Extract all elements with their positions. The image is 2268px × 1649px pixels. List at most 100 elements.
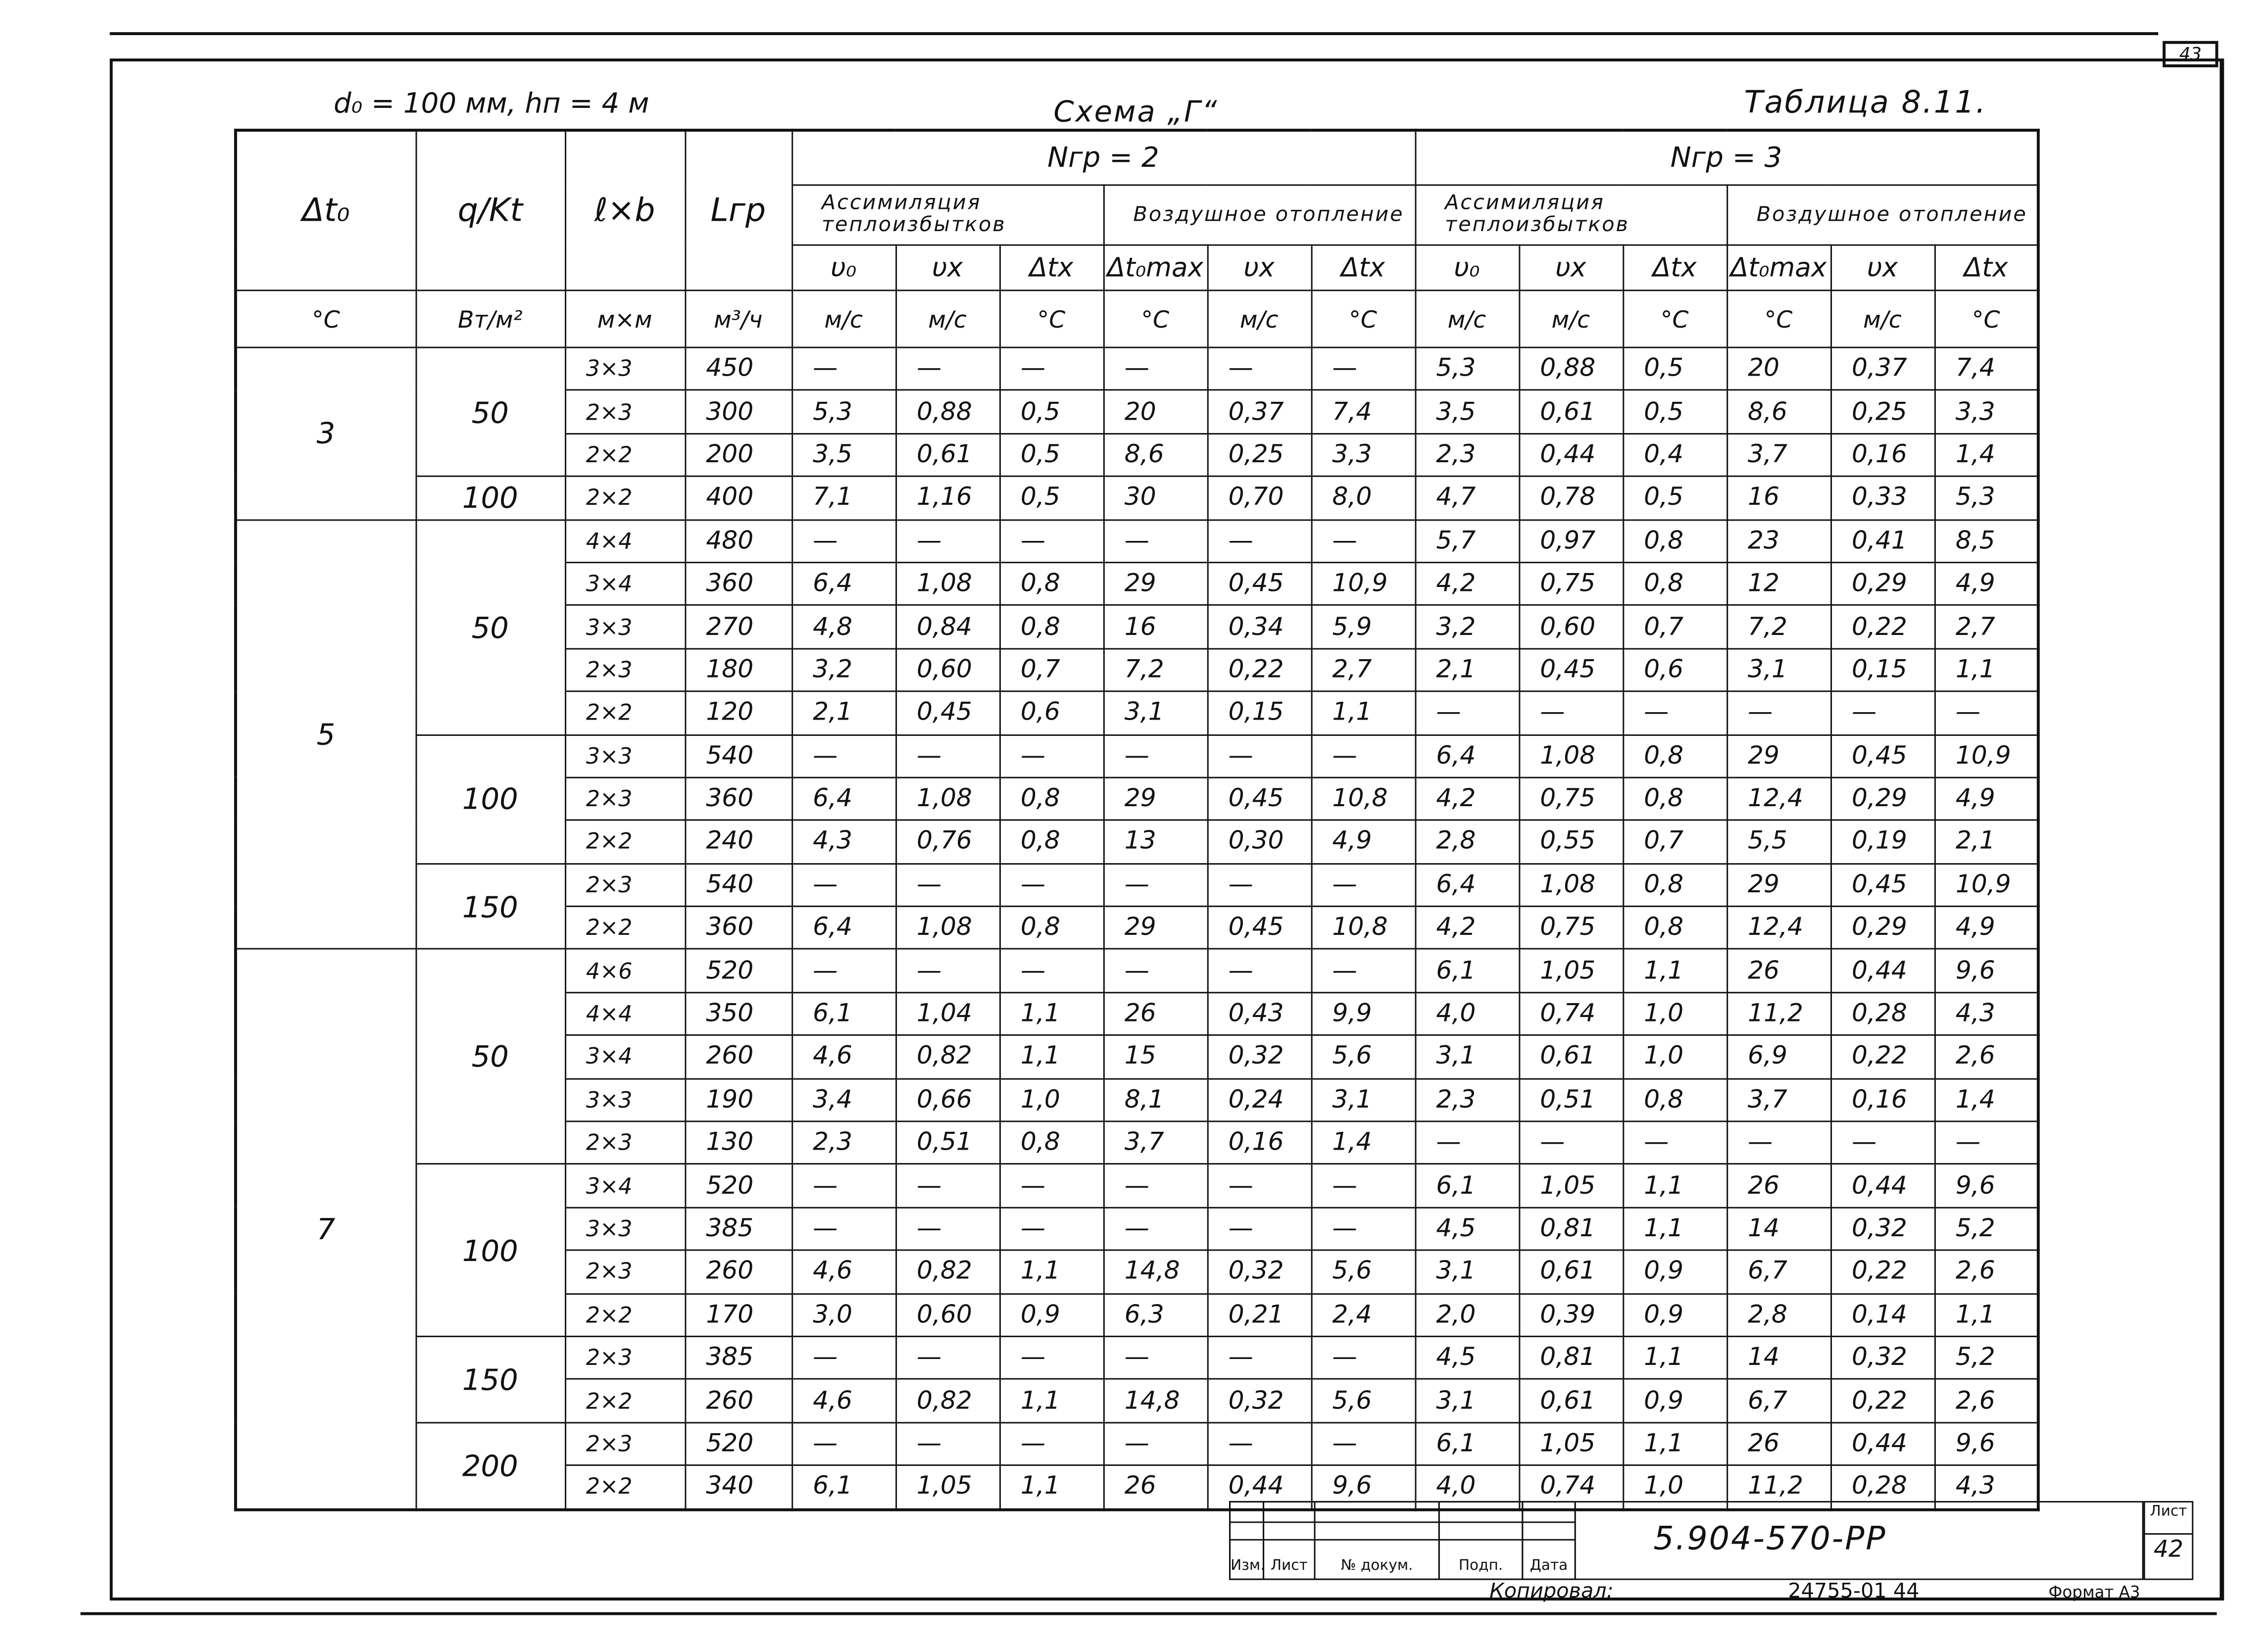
length-cell: 520	[684, 948, 792, 993]
value-cell: 0,75	[1518, 906, 1624, 950]
value-cell: 4,2	[1414, 906, 1520, 950]
length-cell: 300	[684, 389, 792, 435]
size-cell: 2×2	[564, 476, 686, 521]
value-cell: 0,61	[1518, 1250, 1624, 1294]
length-cell: 350	[684, 991, 792, 1036]
value-cell: 4,7	[1414, 476, 1520, 521]
value-cell: —	[1726, 1120, 1831, 1165]
symbol-header: υx	[1518, 244, 1624, 291]
header-row: Ассимиляция теплоизбытков Воздушное отопл…	[236, 184, 2039, 246]
data-row: 2×3 180 3,2 0,60 0,7 7,2 0,22 2,7 2,1 0,45 0,6 3,1 0…	[236, 647, 2039, 692]
value-cell: 0,44	[1829, 1421, 1935, 1466]
size-cell: 2×3	[564, 1421, 686, 1466]
scheme: Схема „Г“	[1053, 94, 1219, 129]
value-cell: 1,05	[1518, 1164, 1624, 1209]
value-cell: 0,8	[1622, 561, 1727, 606]
value-cell: 0,45	[894, 690, 1000, 735]
value-cell: 14	[1726, 1335, 1831, 1380]
value-cell: 15	[1102, 1034, 1208, 1079]
value-cell: 0,32	[1206, 1378, 1312, 1423]
value-cell: 5,6	[1310, 1034, 1416, 1079]
value-cell: —	[1310, 863, 1416, 908]
value-cell: 14,8	[1102, 1378, 1208, 1423]
value-cell: 0,5	[998, 389, 1104, 435]
value-cell: 2,1	[790, 690, 896, 735]
value-cell: 4,2	[1414, 561, 1520, 606]
length-cell: 260	[684, 1034, 792, 1079]
value-cell: —	[1622, 690, 1727, 735]
length-cell: 520	[684, 1421, 792, 1466]
sheet-number: 42	[2145, 1533, 2192, 1562]
page-corner: 43	[2163, 41, 2219, 67]
value-cell: —	[1310, 948, 1416, 993]
length-cell: 170	[684, 1292, 792, 1337]
value-cell: 3,2	[1414, 604, 1520, 649]
unit-header: м/с	[1829, 290, 1935, 348]
value-cell: —	[894, 1164, 1000, 1209]
value-cell: 2,4	[1310, 1292, 1416, 1337]
value-cell: 0,32	[1829, 1335, 1935, 1380]
tb-cell: Лист	[1263, 1501, 1316, 1580]
value-cell: —	[1206, 948, 1312, 993]
value-cell: 1,1	[998, 1464, 1104, 1510]
length-cell: 240	[684, 820, 792, 865]
value-cell: —	[1206, 346, 1312, 391]
value-cell: 0,25	[1206, 433, 1312, 478]
value-cell: —	[1310, 346, 1416, 391]
value-cell: 0,82	[894, 1378, 1000, 1423]
column-header: Lгр	[684, 129, 792, 291]
unit-header: м/с	[1414, 290, 1520, 348]
value-cell: —	[790, 948, 896, 993]
bottom-rule	[80, 1612, 2217, 1615]
value-cell: 6,7	[1726, 1250, 1831, 1294]
value-cell: 3,3	[1933, 389, 2039, 435]
format: Формат А3	[2048, 1583, 2140, 1602]
value-cell: 0,29	[1829, 906, 1935, 950]
dt-cell: 3	[235, 346, 417, 521]
value-cell: 0,22	[1829, 1378, 1935, 1423]
unit-header: м/с	[1206, 290, 1312, 348]
value-cell: 1,08	[1518, 863, 1624, 908]
value-cell: 0,61	[894, 433, 1000, 478]
value-cell: —	[790, 1207, 896, 1252]
value-cell: 4,2	[1414, 776, 1520, 822]
size-cell: 3×3	[564, 1077, 686, 1122]
value-cell: 10,9	[1310, 561, 1416, 606]
value-cell: —	[1310, 733, 1416, 778]
value-cell: —	[790, 1421, 896, 1466]
outer-frame	[109, 58, 2224, 1600]
value-cell: 26	[1726, 948, 1831, 993]
value-cell: 0,82	[894, 1250, 1000, 1294]
q-cell: 150	[415, 1335, 566, 1423]
value-cell: 0,70	[1206, 476, 1312, 521]
length-cell: 200	[684, 433, 792, 478]
unit-header: м³/ч	[684, 290, 792, 348]
value-cell: 1,1	[1622, 1207, 1727, 1252]
value-cell: 2,1	[1414, 647, 1520, 692]
value-cell: 23	[1726, 519, 1831, 563]
value-cell: 8,1	[1102, 1077, 1208, 1122]
value-cell: 5,2	[1933, 1207, 2039, 1252]
value-cell: 0,32	[1206, 1250, 1312, 1294]
size-cell: 2×2	[564, 906, 686, 950]
size-cell: 2×2	[564, 820, 686, 865]
value-cell: 0,9	[998, 1292, 1104, 1337]
value-cell: —	[894, 733, 1000, 778]
value-cell: 0,61	[1518, 1034, 1624, 1079]
value-cell: 1,1	[1622, 1335, 1727, 1380]
value-cell: 0,45	[1829, 863, 1935, 908]
value-cell: 1,0	[1622, 991, 1727, 1036]
value-cell: 0,7	[1622, 604, 1727, 649]
value-cell: 1,1	[1933, 1292, 2039, 1337]
value-cell: 8,5	[1933, 519, 2039, 563]
value-cell: 0,22	[1829, 1034, 1935, 1079]
value-cell: 16	[1102, 604, 1208, 649]
value-cell: 1,04	[894, 991, 1000, 1036]
data-table: Δt₀ q/Kt ℓ×b Lгр Nгр = 2 Nгр = 3 Ассимиляция т…	[234, 129, 2040, 1511]
value-cell: —	[790, 863, 896, 908]
value-cell: —	[1518, 690, 1624, 735]
sheet-label: Лист	[2150, 1504, 2187, 1520]
value-cell: 0,22	[1829, 1250, 1935, 1294]
data-row: 3 50 3×3 450— — — — — —5,3 0,88 0,5 20 0,37 7,4	[235, 346, 2039, 521]
